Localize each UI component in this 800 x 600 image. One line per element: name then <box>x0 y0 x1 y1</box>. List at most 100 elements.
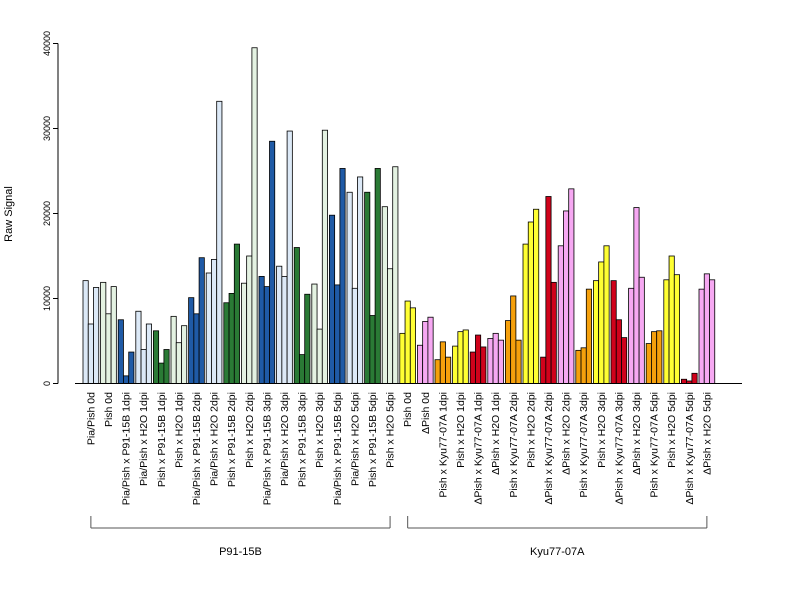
bar <box>316 328 323 384</box>
bar <box>82 280 89 384</box>
bar <box>211 258 218 384</box>
bar <box>321 129 328 384</box>
category-label: Pish 0d <box>103 392 115 427</box>
bar <box>633 207 640 384</box>
bar <box>223 302 230 384</box>
category-label: Pia/Pish x P91-15B 1dpi <box>121 392 133 505</box>
category-label: Pish x H2O 5dpi <box>666 392 678 468</box>
category-label: ΔPish x Kyu77-07A 3dpi <box>613 392 625 505</box>
bar <box>334 284 341 384</box>
bar <box>651 331 658 384</box>
bar <box>128 351 135 384</box>
bar <box>364 191 371 384</box>
bar <box>487 338 494 384</box>
bar <box>645 343 652 384</box>
bar <box>638 276 645 384</box>
bar <box>299 354 306 384</box>
category-label: Pish x Kyu77-07A 2dpi <box>508 392 520 498</box>
bar <box>515 339 522 384</box>
bar <box>427 316 434 384</box>
bar <box>681 378 688 384</box>
bar <box>158 362 165 384</box>
bar <box>263 286 270 384</box>
bar <box>575 349 582 384</box>
bar <box>540 356 547 384</box>
bar <box>703 273 710 384</box>
bar <box>497 339 504 384</box>
category-label: Pish x H2O 2dpi <box>244 392 256 468</box>
bar <box>457 331 464 384</box>
bar <box>475 334 482 384</box>
bar <box>381 206 388 384</box>
category-label: ΔPish x Kyu77-07A 1dpi <box>473 392 485 505</box>
bar <box>170 315 177 384</box>
category-label: Pish x H2O 1dpi <box>173 392 185 468</box>
bar <box>269 140 276 384</box>
bar <box>152 330 160 384</box>
category-label: Pia/Pish 0d <box>85 392 97 445</box>
group-brackets: P91-15B Kyu77-07A <box>90 516 708 558</box>
bar <box>545 196 552 384</box>
bar <box>276 265 283 384</box>
category-label: Pia/Pish x P91-15B 2dpi <box>191 392 203 505</box>
bar <box>709 279 716 384</box>
bar <box>621 337 628 384</box>
bar <box>392 166 399 384</box>
bar <box>628 287 635 384</box>
bar <box>691 372 698 384</box>
bar <box>585 288 592 384</box>
bar <box>504 320 512 384</box>
category-label: Pish x P91-15B 1dpi <box>156 392 168 487</box>
category-label: Pish x P91-15B 2dpi <box>226 392 238 487</box>
y-tick-label: 40000 <box>42 31 52 56</box>
bar <box>469 351 476 384</box>
bar <box>286 130 293 384</box>
bar <box>434 359 441 384</box>
bar <box>175 342 182 384</box>
bar <box>311 283 318 384</box>
bar <box>557 245 564 384</box>
category-label: Pish x Kyu77-07A 5dpi <box>649 392 661 498</box>
bar <box>656 330 663 384</box>
bar <box>527 221 534 384</box>
bar <box>246 255 253 384</box>
category-label: Pia/Pish x H2O 5dpi <box>349 392 361 486</box>
bar <box>251 47 258 384</box>
category-label: Pish x P91-15B 5dpi <box>367 392 379 487</box>
bar <box>228 292 235 384</box>
bar <box>205 272 212 384</box>
bar <box>357 176 364 384</box>
bar <box>533 208 540 384</box>
category-label: ΔPish 0d <box>420 392 432 434</box>
bar <box>100 281 107 384</box>
bar <box>293 247 300 384</box>
category-labels: Pia/Pish 0d Pish 0d Pia/Pish x P91-15B 1dp… <box>85 392 713 505</box>
category-label: Pia/Pish x H2O 2dpi <box>209 392 221 486</box>
bar <box>698 288 705 384</box>
category-label: ΔPish x H2O 1dpi <box>490 392 502 475</box>
category-label: Pish x H2O 3dpi <box>314 392 326 468</box>
bar <box>568 188 575 384</box>
category-label: Pish x Kyu77-07A 3dpi <box>578 392 590 498</box>
bar <box>598 261 605 384</box>
bar <box>510 295 517 384</box>
bar <box>522 243 529 384</box>
category-label: Pish x P91-15B 3dpi <box>297 392 309 487</box>
bar <box>351 287 358 384</box>
bar <box>346 191 353 384</box>
y-axis: 0 10000 20000 30000 40000 <box>42 31 59 386</box>
y-tick-label: 0 <box>42 381 52 386</box>
y-tick-label: 30000 <box>42 116 52 141</box>
bar <box>422 321 429 384</box>
bar <box>281 275 288 384</box>
bar <box>216 100 223 384</box>
bar <box>135 310 142 384</box>
y-tick-label: 10000 <box>42 286 52 311</box>
bar <box>339 168 346 384</box>
bar <box>404 300 411 384</box>
bar <box>409 307 416 384</box>
category-label: Pia/Pish x P91-15B 5dpi <box>332 392 344 505</box>
bar <box>563 210 570 384</box>
bars <box>82 47 716 384</box>
